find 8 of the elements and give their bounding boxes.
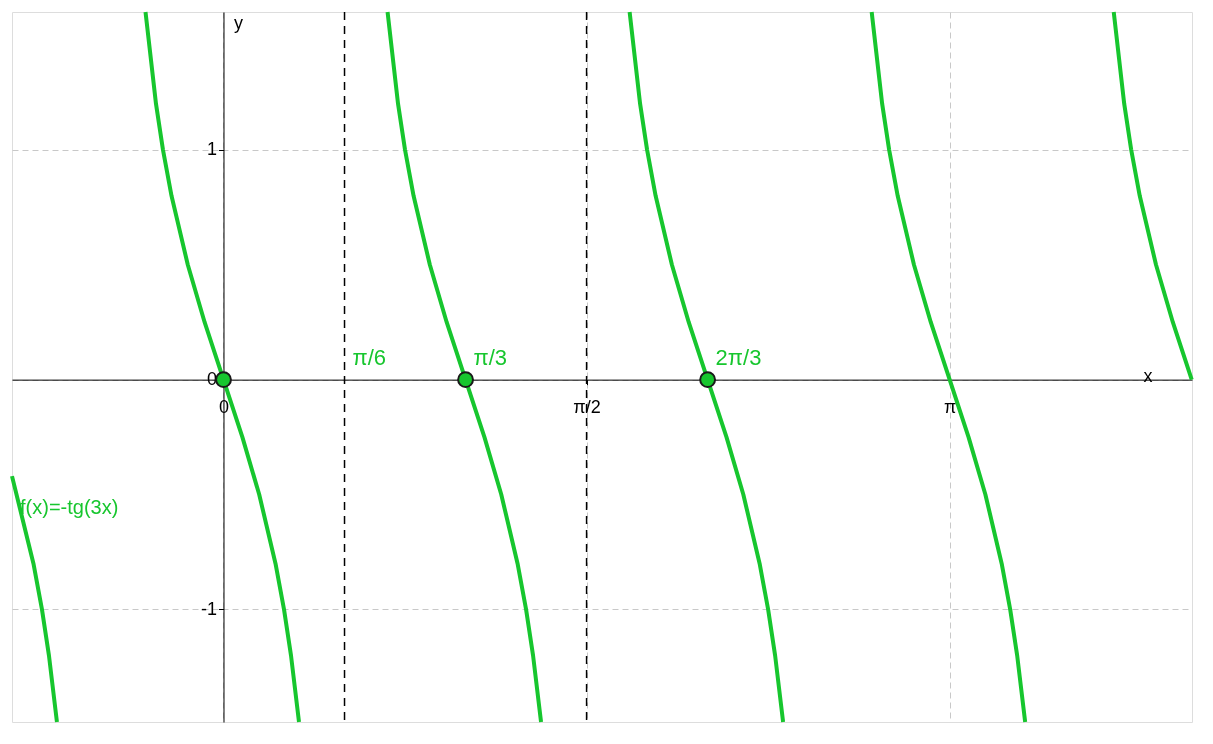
x-tick-label: π — [943, 397, 957, 418]
annotation: π/3 — [473, 344, 508, 370]
x-tick-label: π/2 — [573, 397, 601, 418]
annotation: π/6 — [352, 344, 387, 370]
y-tick-label: 1 — [206, 139, 217, 160]
annotation: 2π/3 — [715, 344, 762, 370]
y-axis-title: y — [234, 12, 243, 33]
y-tick-label: -1 — [200, 598, 217, 619]
